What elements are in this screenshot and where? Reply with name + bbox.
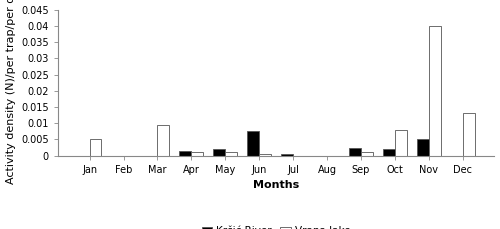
Bar	[259, 154, 271, 156]
Y-axis label: Activity density (N)/per trap/per day: Activity density (N)/per trap/per day	[6, 0, 16, 184]
Bar	[226, 153, 237, 156]
Bar	[180, 151, 192, 156]
Bar	[462, 114, 474, 156]
Bar	[395, 130, 407, 156]
Legend: Krčić River, Vrana lake: Krčić River, Vrana lake	[198, 222, 354, 229]
Bar	[192, 153, 203, 156]
Bar	[90, 139, 102, 156]
Bar	[214, 149, 226, 156]
Bar	[361, 153, 373, 156]
Bar	[417, 139, 429, 156]
Bar	[349, 148, 361, 156]
Bar	[248, 131, 259, 156]
Bar	[158, 125, 170, 156]
Bar	[383, 149, 395, 156]
Bar	[429, 26, 440, 156]
X-axis label: Months: Months	[253, 180, 300, 190]
Bar	[282, 154, 293, 156]
